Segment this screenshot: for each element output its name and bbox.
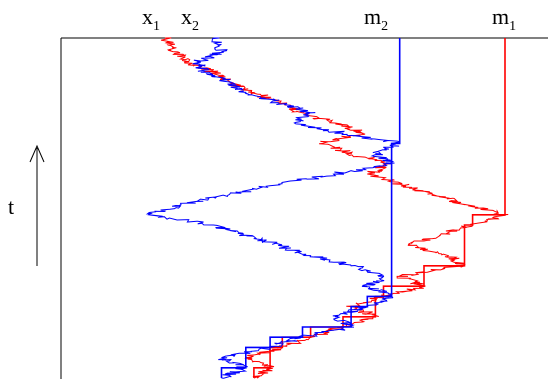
- running-max-1: [253, 38, 506, 378]
- running-max-2: [220, 38, 401, 378]
- top-label-m2: m2: [364, 4, 388, 34]
- labels-layer: x1 x2 m2 m1 t: [8, 4, 516, 266]
- top-label-m1: m1: [492, 4, 516, 34]
- time-arrow: [29, 144, 45, 266]
- sample-path-2: [145, 37, 401, 379]
- axes: [60, 37, 548, 379]
- paths-layer: [145, 37, 509, 379]
- time-axis-label: t: [8, 194, 14, 219]
- top-label-x1: x1: [142, 4, 160, 34]
- top-label-x2: x2: [181, 4, 199, 34]
